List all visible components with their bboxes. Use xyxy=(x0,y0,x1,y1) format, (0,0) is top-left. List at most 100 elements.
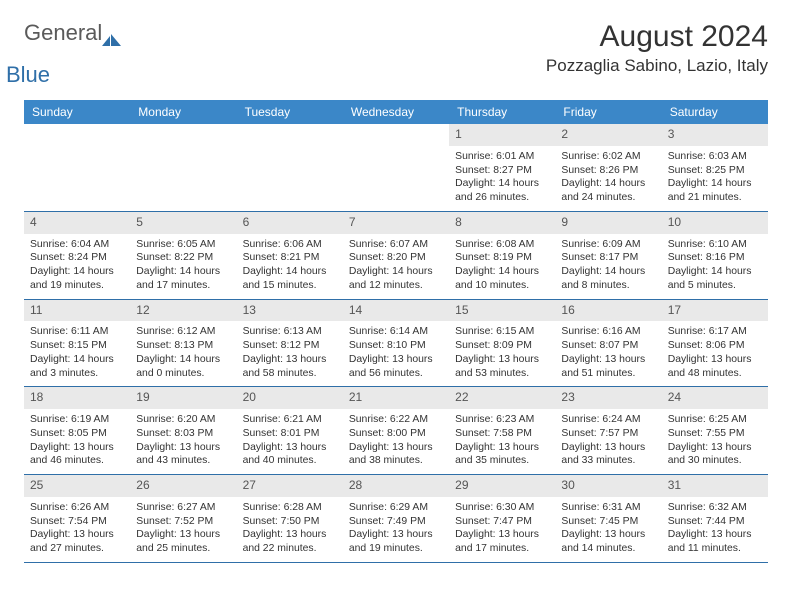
day-number: 13 xyxy=(237,300,343,322)
daylight-text: Daylight: 14 hours and 19 minutes. xyxy=(30,265,124,292)
sunrise-text: Sunrise: 6:10 AM xyxy=(668,238,762,252)
calendar-cell: 29Sunrise: 6:30 AMSunset: 7:47 PMDayligh… xyxy=(449,475,555,562)
daylight-text: Daylight: 13 hours and 11 minutes. xyxy=(668,528,762,555)
day-number: 9 xyxy=(555,212,661,234)
sunrise-text: Sunrise: 6:08 AM xyxy=(455,238,549,252)
brand-text-1: General xyxy=(24,20,102,46)
sunset-text: Sunset: 7:44 PM xyxy=(668,515,762,529)
calendar-cell: 7Sunrise: 6:07 AMSunset: 8:20 PMDaylight… xyxy=(343,212,449,299)
calendar-cell: 15Sunrise: 6:15 AMSunset: 8:09 PMDayligh… xyxy=(449,300,555,387)
sunset-text: Sunset: 8:22 PM xyxy=(136,251,230,265)
sunrise-text: Sunrise: 6:20 AM xyxy=(136,413,230,427)
daylight-text: Daylight: 13 hours and 17 minutes. xyxy=(455,528,549,555)
sunrise-text: Sunrise: 6:26 AM xyxy=(30,501,124,515)
day-number: 3 xyxy=(662,124,768,146)
sunrise-text: Sunrise: 6:01 AM xyxy=(455,150,549,164)
sunrise-text: Sunrise: 6:23 AM xyxy=(455,413,549,427)
weekday-label: Friday xyxy=(555,100,661,124)
sunset-text: Sunset: 7:49 PM xyxy=(349,515,443,529)
calendar-week: ....1Sunrise: 6:01 AMSunset: 8:27 PMDayl… xyxy=(24,124,768,212)
day-number: 26 xyxy=(130,475,236,497)
daylight-text: Daylight: 14 hours and 5 minutes. xyxy=(668,265,762,292)
sunset-text: Sunset: 7:57 PM xyxy=(561,427,655,441)
sunrise-text: Sunrise: 6:03 AM xyxy=(668,150,762,164)
sunrise-text: Sunrise: 6:02 AM xyxy=(561,150,655,164)
sunset-text: Sunset: 8:00 PM xyxy=(349,427,443,441)
calendar-cell: 24Sunrise: 6:25 AMSunset: 7:55 PMDayligh… xyxy=(662,387,768,474)
daylight-text: Daylight: 14 hours and 15 minutes. xyxy=(243,265,337,292)
calendar-cell: 28Sunrise: 6:29 AMSunset: 7:49 PMDayligh… xyxy=(343,475,449,562)
sunset-text: Sunset: 8:05 PM xyxy=(30,427,124,441)
weekday-label: Saturday xyxy=(662,100,768,124)
day-number: 18 xyxy=(24,387,130,409)
sunrise-text: Sunrise: 6:17 AM xyxy=(668,325,762,339)
weekday-label: Wednesday xyxy=(343,100,449,124)
calendar-cell: 11Sunrise: 6:11 AMSunset: 8:15 PMDayligh… xyxy=(24,300,130,387)
calendar-week: 18Sunrise: 6:19 AMSunset: 8:05 PMDayligh… xyxy=(24,387,768,475)
sunset-text: Sunset: 8:25 PM xyxy=(668,164,762,178)
calendar-cell: 4Sunrise: 6:04 AMSunset: 8:24 PMDaylight… xyxy=(24,212,130,299)
sunset-text: Sunset: 8:15 PM xyxy=(30,339,124,353)
weekday-label: Thursday xyxy=(449,100,555,124)
sunset-text: Sunset: 8:07 PM xyxy=(561,339,655,353)
daylight-text: Daylight: 13 hours and 14 minutes. xyxy=(561,528,655,555)
day-number: 17 xyxy=(662,300,768,322)
daylight-text: Daylight: 14 hours and 8 minutes. xyxy=(561,265,655,292)
sunrise-text: Sunrise: 6:21 AM xyxy=(243,413,337,427)
header-row: General Blue August 2024 Pozzaglia Sabin… xyxy=(24,20,768,88)
calendar-cell: 19Sunrise: 6:20 AMSunset: 8:03 PMDayligh… xyxy=(130,387,236,474)
daylight-text: Daylight: 13 hours and 35 minutes. xyxy=(455,441,549,468)
sunset-text: Sunset: 8:12 PM xyxy=(243,339,337,353)
day-number: 23 xyxy=(555,387,661,409)
sunset-text: Sunset: 8:16 PM xyxy=(668,251,762,265)
daylight-text: Daylight: 13 hours and 27 minutes. xyxy=(30,528,124,555)
calendar-cell: 23Sunrise: 6:24 AMSunset: 7:57 PMDayligh… xyxy=(555,387,661,474)
sunset-text: Sunset: 8:26 PM xyxy=(561,164,655,178)
calendar-cell: 22Sunrise: 6:23 AMSunset: 7:58 PMDayligh… xyxy=(449,387,555,474)
sunrise-text: Sunrise: 6:13 AM xyxy=(243,325,337,339)
sunrise-text: Sunrise: 6:31 AM xyxy=(561,501,655,515)
day-number: 28 xyxy=(343,475,449,497)
daylight-text: Daylight: 13 hours and 38 minutes. xyxy=(349,441,443,468)
daylight-text: Daylight: 13 hours and 40 minutes. xyxy=(243,441,337,468)
daylight-text: Daylight: 13 hours and 25 minutes. xyxy=(136,528,230,555)
sunset-text: Sunset: 7:58 PM xyxy=(455,427,549,441)
day-number: 7 xyxy=(343,212,449,234)
day-number: 20 xyxy=(237,387,343,409)
daylight-text: Daylight: 13 hours and 46 minutes. xyxy=(30,441,124,468)
sunrise-text: Sunrise: 6:05 AM xyxy=(136,238,230,252)
day-number: 24 xyxy=(662,387,768,409)
calendar-cell: 10Sunrise: 6:10 AMSunset: 8:16 PMDayligh… xyxy=(662,212,768,299)
calendar-cell: 27Sunrise: 6:28 AMSunset: 7:50 PMDayligh… xyxy=(237,475,343,562)
location-text: Pozzaglia Sabino, Lazio, Italy xyxy=(546,56,768,76)
sunrise-text: Sunrise: 6:19 AM xyxy=(30,413,124,427)
calendar-cell: 17Sunrise: 6:17 AMSunset: 8:06 PMDayligh… xyxy=(662,300,768,387)
day-number: 31 xyxy=(662,475,768,497)
calendar-week: 4Sunrise: 6:04 AMSunset: 8:24 PMDaylight… xyxy=(24,212,768,300)
daylight-text: Daylight: 14 hours and 26 minutes. xyxy=(455,177,549,204)
sunrise-text: Sunrise: 6:32 AM xyxy=(668,501,762,515)
title-block: August 2024 Pozzaglia Sabino, Lazio, Ita… xyxy=(546,20,768,76)
sunrise-text: Sunrise: 6:06 AM xyxy=(243,238,337,252)
sunset-text: Sunset: 8:24 PM xyxy=(30,251,124,265)
calendar-cell: 21Sunrise: 6:22 AMSunset: 8:00 PMDayligh… xyxy=(343,387,449,474)
sunset-text: Sunset: 7:54 PM xyxy=(30,515,124,529)
sunset-text: Sunset: 7:45 PM xyxy=(561,515,655,529)
calendar-cell: 12Sunrise: 6:12 AMSunset: 8:13 PMDayligh… xyxy=(130,300,236,387)
sunrise-text: Sunrise: 6:22 AM xyxy=(349,413,443,427)
calendar-cell: . xyxy=(130,124,236,211)
calendar-cell: . xyxy=(24,124,130,211)
daylight-text: Daylight: 14 hours and 10 minutes. xyxy=(455,265,549,292)
daylight-text: Daylight: 13 hours and 51 minutes. xyxy=(561,353,655,380)
calendar-week: 11Sunrise: 6:11 AMSunset: 8:15 PMDayligh… xyxy=(24,300,768,388)
daylight-text: Daylight: 13 hours and 30 minutes. xyxy=(668,441,762,468)
day-number: 30 xyxy=(555,475,661,497)
day-number: 8 xyxy=(449,212,555,234)
daylight-text: Daylight: 14 hours and 3 minutes. xyxy=(30,353,124,380)
day-number: 15 xyxy=(449,300,555,322)
sunset-text: Sunset: 8:20 PM xyxy=(349,251,443,265)
calendar-cell: 9Sunrise: 6:09 AMSunset: 8:17 PMDaylight… xyxy=(555,212,661,299)
day-number: 4 xyxy=(24,212,130,234)
day-number: 6 xyxy=(237,212,343,234)
sunset-text: Sunset: 8:19 PM xyxy=(455,251,549,265)
